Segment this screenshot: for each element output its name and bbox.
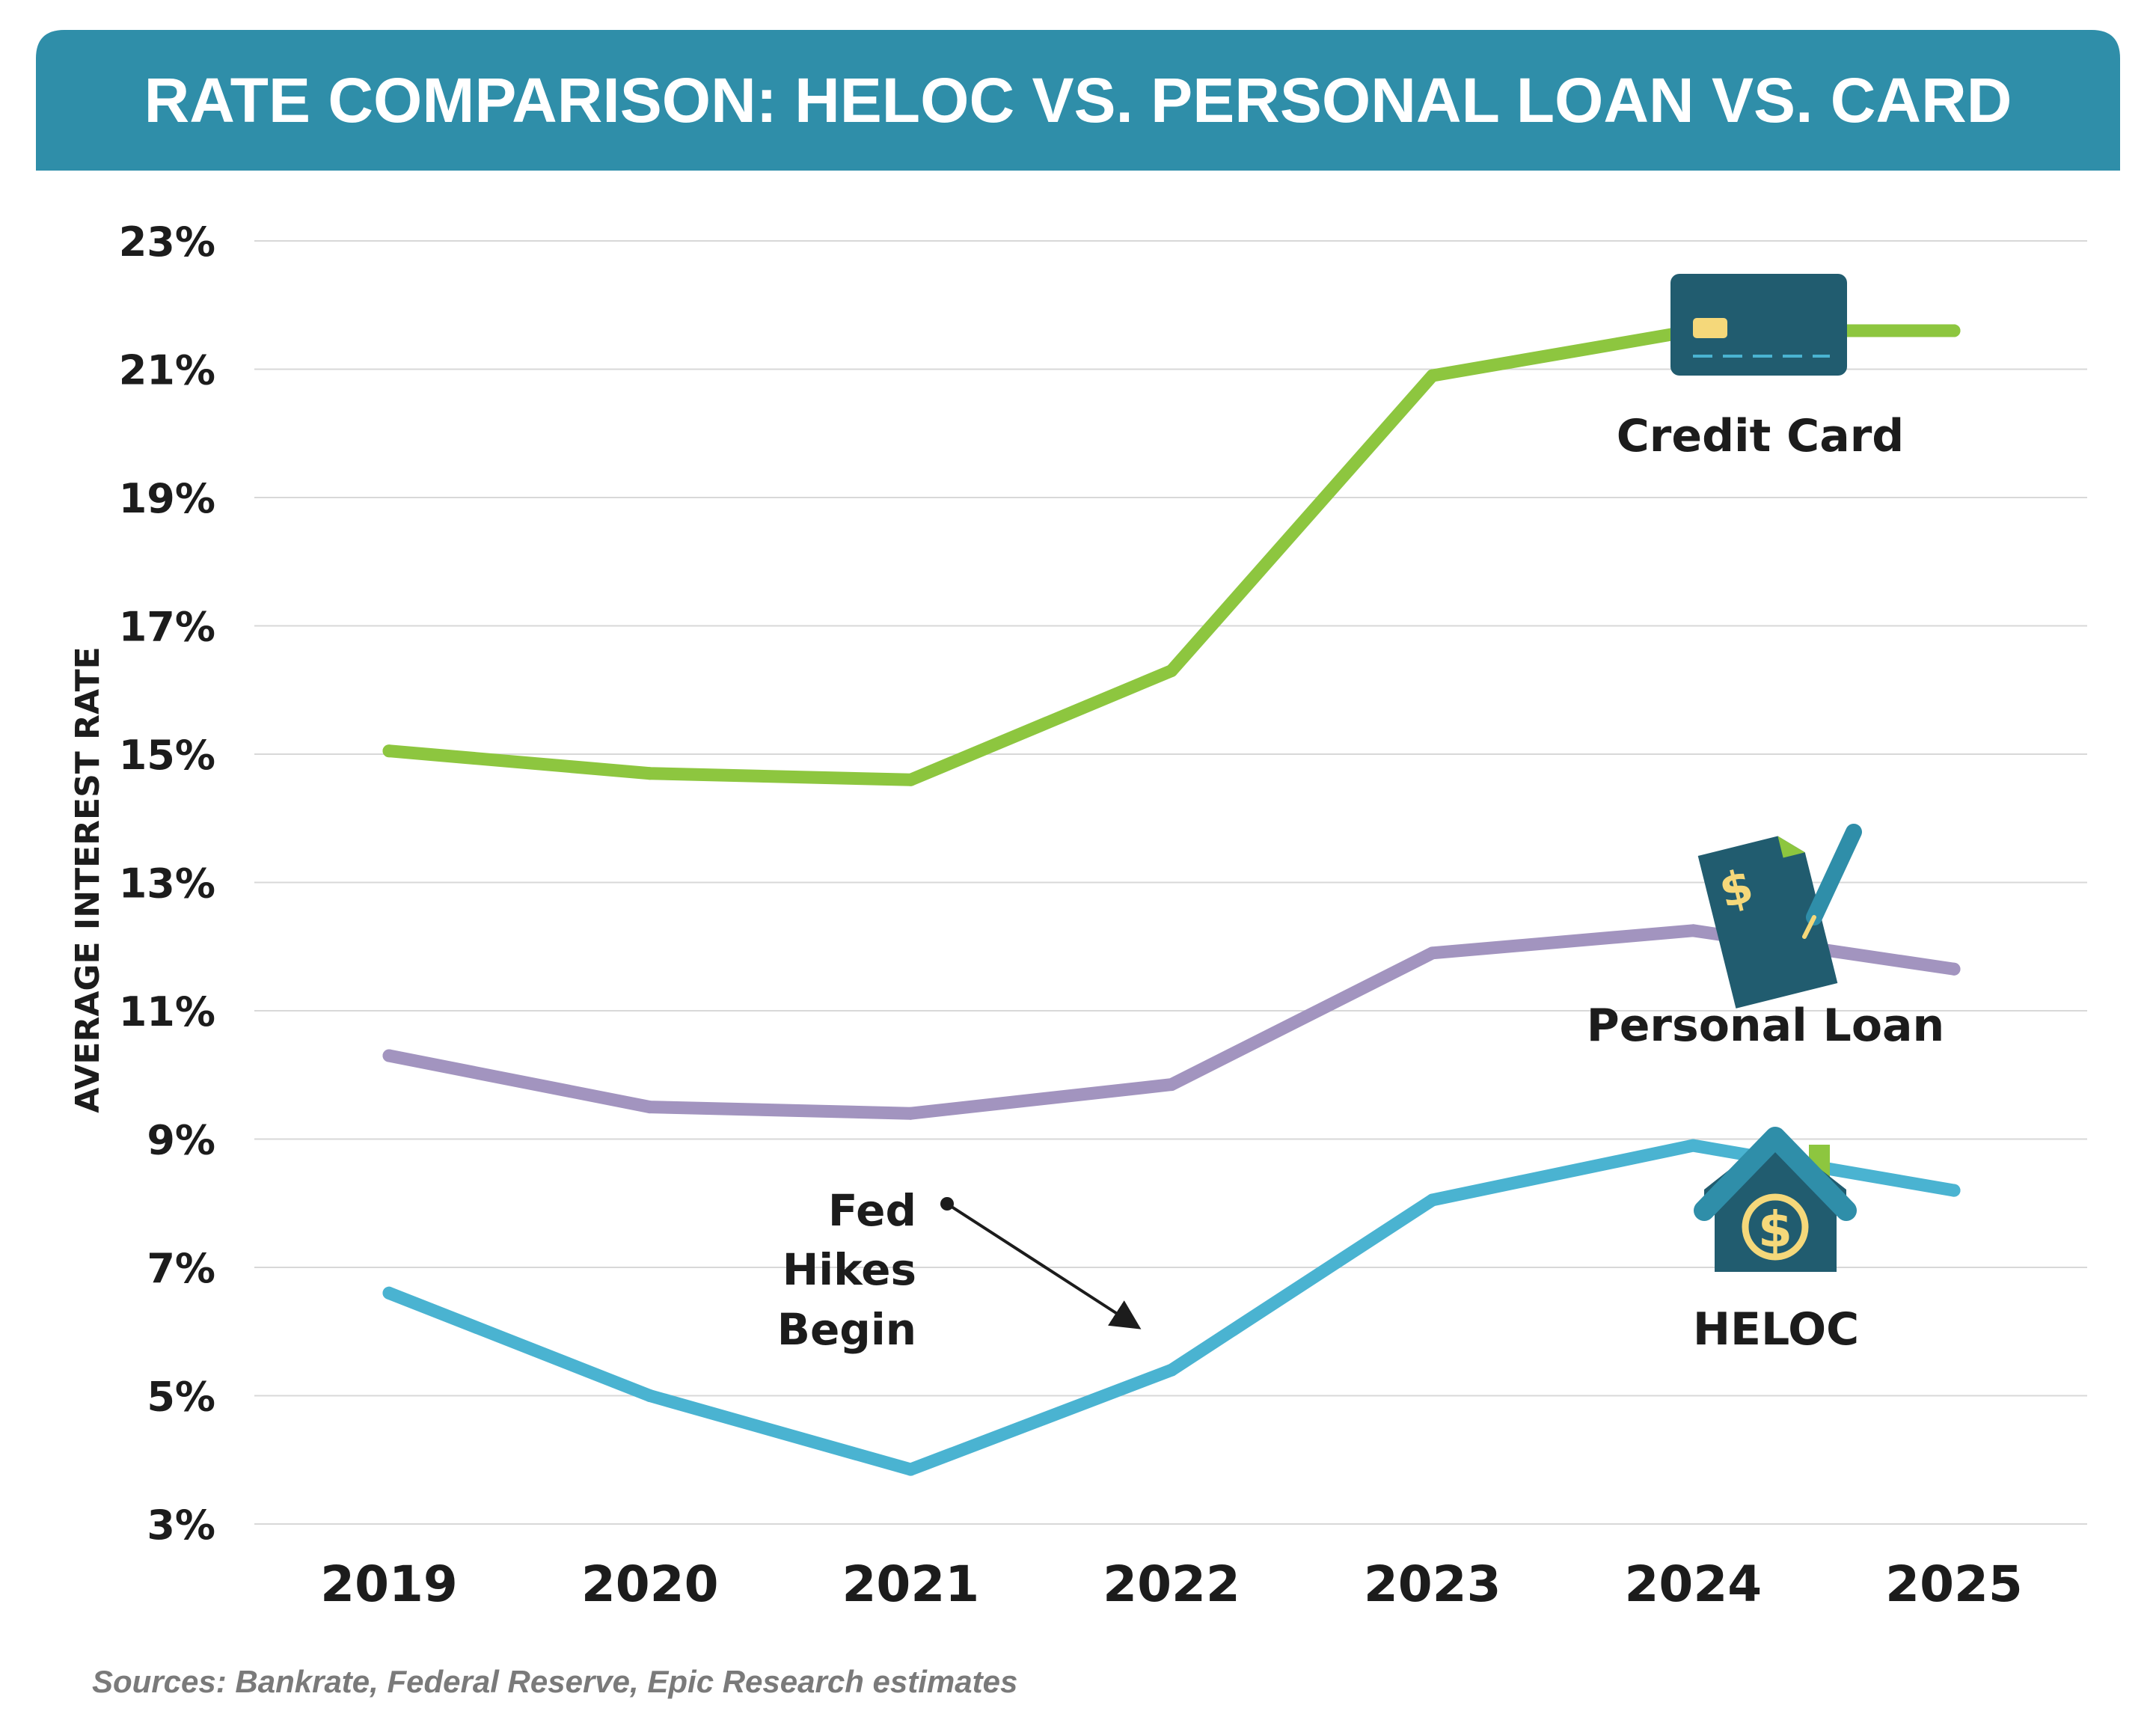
x-axis-ticks: 2019 2020 2021 2022 2023 2024 2025 xyxy=(320,1555,2023,1613)
annotation-line-2: Hikes xyxy=(783,1244,916,1295)
title-banner-background xyxy=(36,30,2120,171)
annotation-arrow xyxy=(946,1202,1142,1329)
y-tick-label: 23% xyxy=(119,218,215,266)
data-point xyxy=(904,1107,917,1120)
y-axis-title: AVERAGE INTEREST RATE xyxy=(69,646,107,1113)
loan-document-icon: $ xyxy=(1697,824,1862,1009)
title-banner: RATE COMPARISON: HELOC VS. PERSONAL LOAN… xyxy=(36,30,2120,171)
y-tick-label: 21% xyxy=(119,347,215,394)
data-point xyxy=(1947,324,1961,337)
data-point xyxy=(643,767,657,780)
data-point xyxy=(382,1286,396,1300)
svg-text:$: $ xyxy=(1758,1201,1792,1258)
data-point xyxy=(1165,1363,1178,1377)
data-point xyxy=(1947,962,1961,976)
y-tick-label: 15% xyxy=(119,732,215,779)
x-tick-label: 2023 xyxy=(1364,1555,1501,1613)
data-point xyxy=(1686,924,1700,937)
series-label-personal-loan: Personal Loan xyxy=(1587,1000,1945,1052)
y-tick-label: 17% xyxy=(119,604,215,651)
data-point xyxy=(1426,1193,1439,1207)
data-point xyxy=(1426,946,1439,960)
house-dollar-icon: $ xyxy=(1694,1127,1857,1272)
annotation-line-3: Begin xyxy=(777,1304,916,1355)
source-note: Sources: Bankrate, Federal Reserve, Epic… xyxy=(92,1664,1017,1699)
data-point xyxy=(382,744,396,758)
data-point xyxy=(1686,1139,1700,1152)
data-point xyxy=(382,1049,396,1062)
fed-hikes-annotation: Fed Hikes Begin xyxy=(777,1185,1142,1355)
x-tick-label: 2021 xyxy=(842,1555,979,1613)
series-label-heloc: HELOC xyxy=(1693,1303,1859,1356)
series-label-credit-card: Credit Card xyxy=(1617,410,1904,462)
data-point xyxy=(904,1463,917,1476)
data-point xyxy=(1165,664,1178,678)
y-tick-label: 5% xyxy=(147,1374,215,1421)
x-tick-label: 2022 xyxy=(1103,1555,1240,1613)
y-tick-label: 11% xyxy=(119,988,215,1035)
x-tick-label: 2024 xyxy=(1624,1555,1762,1613)
y-tick-label: 7% xyxy=(147,1245,215,1292)
data-point xyxy=(643,1101,657,1114)
data-point xyxy=(1947,1184,1961,1197)
data-point xyxy=(1426,369,1439,382)
y-tick-label: 13% xyxy=(119,860,215,908)
annotation-line-1: Fed xyxy=(828,1185,916,1236)
y-tick-label: 19% xyxy=(119,475,215,522)
chart-title: RATE COMPARISON: HELOC VS. PERSONAL LOAN… xyxy=(144,65,2012,135)
y-axis-ticks: 3% 5% 7% 9% 11% 13% 15% 17% 19% 21% 23% xyxy=(119,218,215,1549)
credit-card-icon xyxy=(1670,274,1847,376)
data-point xyxy=(643,1389,657,1402)
y-tick-label: 3% xyxy=(147,1502,215,1549)
x-tick-label: 2020 xyxy=(581,1555,719,1613)
y-tick-label: 9% xyxy=(147,1117,215,1164)
x-tick-label: 2019 xyxy=(320,1555,458,1613)
data-point xyxy=(1165,1078,1178,1092)
series-line-credit-card xyxy=(382,324,1961,786)
x-tick-label: 2025 xyxy=(1885,1555,2023,1613)
data-point xyxy=(904,773,917,786)
